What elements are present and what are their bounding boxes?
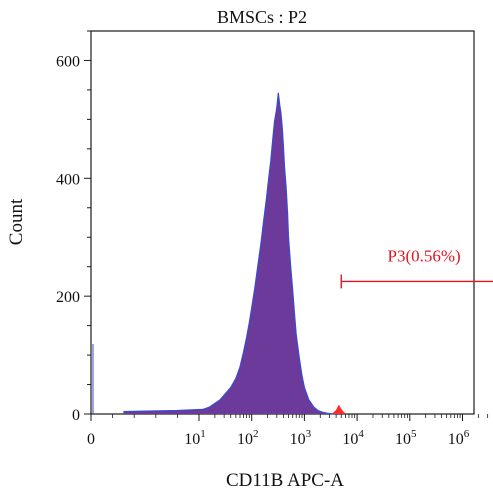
x-tick-label: 103 [290,428,312,448]
x-tick-label: 101 [184,428,206,448]
x-tick-label: 104 [342,428,364,448]
x-axis: 0101102103104105106107 [87,414,489,448]
y-axis: 0 200 400 600 [56,30,91,424]
chart-title: BMSCs : P2 [217,7,307,27]
x-tick-label: 105 [395,428,417,448]
histogram-layer [92,92,346,415]
x-axis-title: CD11B APC-A [226,470,344,491]
y-tick-label: 0 [72,407,80,424]
gated-events-area [333,404,346,414]
histogram-area-0 [123,92,334,415]
x-tick-label: 106 [448,428,470,448]
y-tick-label: 400 [56,171,80,188]
x-tick-label: 0 [87,431,95,448]
x-tick-label: 102 [237,428,259,448]
y-tick-label: 200 [56,289,80,306]
gate-label: P3(0.56%) [388,246,461,265]
histogram-outline-0 [123,92,334,415]
y-axis-title: Count [6,198,27,245]
gate-layer: P3(0.56%) [340,246,493,289]
y-tick-label: 600 [56,53,80,70]
plot-area: P3(0.56%) [90,30,493,415]
